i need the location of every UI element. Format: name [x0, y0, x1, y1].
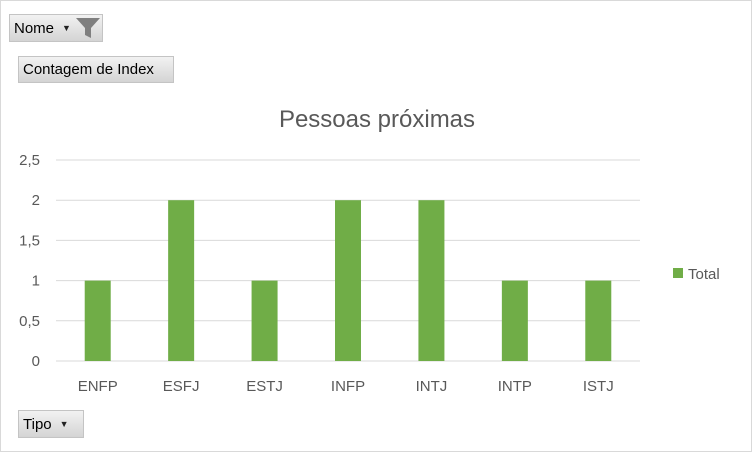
- nome-filter-button[interactable]: Nome ▼: [9, 14, 103, 42]
- x-tick-label: ESFJ: [163, 378, 200, 395]
- x-tick-label: INTJ: [416, 378, 448, 395]
- x-tick-label: INFP: [331, 378, 365, 395]
- bar-intp[interactable]: [501, 280, 528, 361]
- y-tick-label: 1,5: [19, 232, 40, 249]
- x-tick-label: ESTJ: [246, 378, 283, 395]
- bar-esfj[interactable]: [168, 200, 195, 361]
- value-field-label: Contagem de Index: [23, 61, 154, 78]
- y-tick-label: 2: [32, 192, 40, 209]
- y-tick-label: 0: [32, 353, 40, 370]
- bar-infp[interactable]: [335, 200, 361, 361]
- bar-enfp[interactable]: [84, 280, 111, 361]
- x-tick-label: ISTJ: [583, 378, 614, 395]
- y-tick-label: 1: [32, 273, 40, 290]
- filter-icon: [75, 16, 101, 40]
- x-tick-label: INTP: [498, 378, 532, 395]
- y-tick-label: 0,5: [19, 313, 40, 330]
- tipo-axis-field-button[interactable]: Tipo ▼: [18, 410, 84, 438]
- bar-istj[interactable]: [585, 280, 612, 361]
- tipo-field-label: Tipo: [23, 415, 52, 433]
- x-tick-label: ENFP: [78, 378, 118, 395]
- legend-label-total: Total: [688, 266, 720, 283]
- chart-title: Pessoas próximas: [279, 106, 475, 133]
- bar-estj[interactable]: [251, 280, 278, 361]
- chevron-down-icon: ▼: [62, 23, 71, 33]
- y-tick-label: 2,5: [19, 152, 40, 169]
- bar-intj[interactable]: [418, 200, 445, 361]
- value-field-button[interactable]: Contagem de Index: [18, 56, 174, 83]
- nome-field-label: Nome: [14, 19, 55, 37]
- chevron-down-icon: ▼: [59, 419, 69, 429]
- legend-swatch-total: [673, 268, 683, 278]
